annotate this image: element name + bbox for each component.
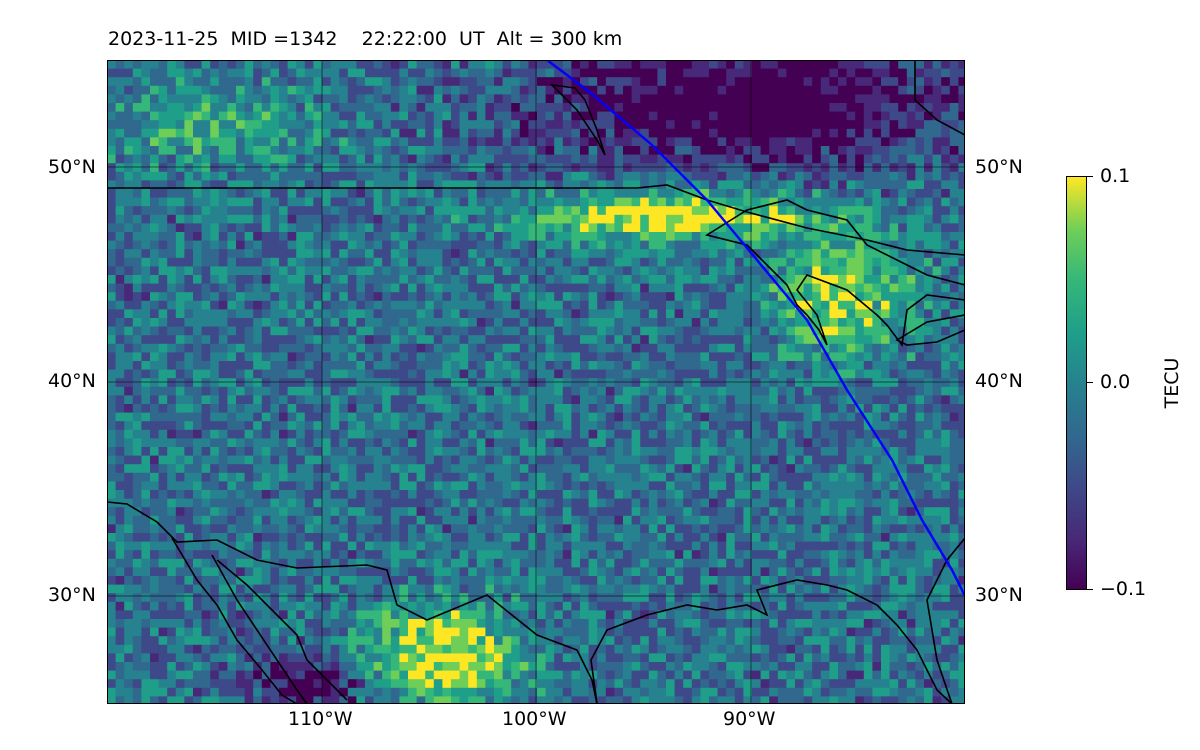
lat-tick-left-40n: 40°N [48, 370, 96, 392]
gulf-coast [590, 579, 953, 704]
gulf-of-california-east [216, 559, 348, 701]
satellite-track [546, 60, 965, 597]
lat-tick-right-50n: 50°N [975, 156, 1023, 178]
colorbar [1066, 176, 1087, 590]
lon-tick-110w: 110°W [288, 708, 353, 730]
colorbar-tick-mid [1087, 382, 1093, 383]
lat-tick-right-40n: 40°N [975, 370, 1023, 392]
colorbar-tick-max [1087, 176, 1093, 177]
graticule [107, 60, 965, 704]
lat-tick-left-50n: 50°N [48, 156, 96, 178]
title-time: 22:22:00 UT [361, 28, 485, 50]
us-canada-border [107, 184, 965, 256]
lake-winnipeg [549, 83, 606, 156]
baja-coast [171, 537, 298, 704]
us-mexico-border [107, 501, 598, 704]
lat-tick-left-30n: 30°N [48, 584, 96, 606]
great-lakes [704, 199, 965, 348]
lon-tick-90w: 90°W [723, 708, 776, 730]
lon-tick-100w: 100°W [502, 708, 567, 730]
tec-map [107, 60, 965, 704]
hudson-bay-coast [914, 60, 965, 136]
map-title: 2023-11-25 MID =1342 22:22:00 UT Alt = 3… [108, 28, 622, 50]
lat-tick-right-30n: 30°N [975, 584, 1023, 606]
colorbar-label-mid: 0.0 [1100, 371, 1131, 393]
lake-erie [895, 314, 965, 346]
map-svg [107, 60, 965, 704]
title-alt: Alt = 300 km [496, 28, 623, 50]
florida-coast [926, 537, 965, 704]
colorbar-label-min: −0.1 [1100, 578, 1147, 600]
title-mid: MID =1342 [230, 28, 338, 50]
colorbar-title: TECU [1161, 357, 1183, 409]
coastlines [107, 60, 965, 704]
colorbar-tick-min [1087, 589, 1093, 590]
colorbar-label-max: 0.1 [1100, 165, 1131, 187]
gulf-of-california-west [211, 554, 308, 704]
tec-cells [107, 60, 965, 704]
title-date: 2023-11-25 [108, 28, 219, 50]
